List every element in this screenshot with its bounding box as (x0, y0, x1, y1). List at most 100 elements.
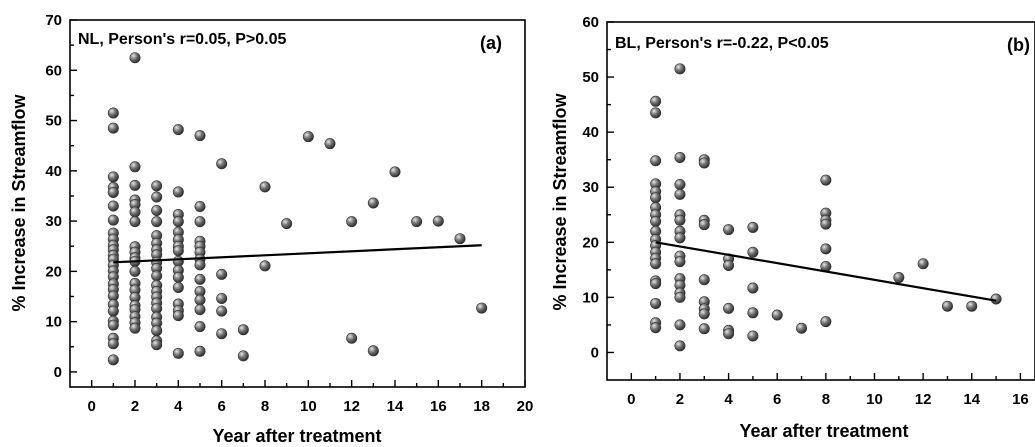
data-point-a-93 (194, 294, 206, 306)
plot-frame-b (606, 21, 1035, 381)
data-point-b-67 (941, 300, 953, 312)
data-point-a-66 (151, 339, 163, 351)
data-point-a-101 (216, 328, 228, 340)
data-point-a-45 (129, 322, 141, 334)
data-point-a-24 (107, 338, 119, 350)
y-tick-label-b-60: 60 (582, 14, 599, 31)
data-point-b-29 (674, 256, 686, 268)
data-point-a-48 (151, 205, 163, 217)
data-point-b-16 (650, 278, 662, 290)
data-point-b-33 (674, 291, 686, 303)
data-point-b-34 (674, 319, 686, 331)
data-point-b-45 (723, 224, 735, 236)
data-point-a-103 (237, 350, 249, 362)
x-tick-label-b-2: 2 (676, 391, 684, 408)
data-point-b-55 (747, 330, 759, 342)
data-point-a-22 (107, 319, 119, 331)
data-point-b-39 (698, 219, 710, 231)
chart-panel-b: 0 2 4 6 8 10 12 14 16 0 10 20 30 40 50 60 BL, Person's … (550, 14, 1035, 441)
data-point-a-94 (194, 304, 206, 316)
data-point-a-112 (367, 345, 379, 357)
data-point-b-0 (650, 95, 662, 107)
data-point-b-64 (820, 316, 832, 328)
y-tick-label-a-70: 70 (45, 12, 62, 29)
data-points-a (107, 52, 488, 366)
data-point-b-23 (674, 188, 686, 200)
data-point-b-48 (723, 302, 735, 314)
data-point-b-21 (674, 151, 686, 163)
data-point-a-104 (259, 181, 271, 193)
data-point-a-82 (172, 347, 184, 359)
data-point-a-68 (172, 186, 184, 198)
data-point-a-6 (107, 214, 119, 226)
data-point-a-78 (172, 281, 184, 293)
data-point-a-99 (216, 293, 228, 305)
x-tick-label-a-2: 2 (131, 398, 139, 415)
data-point-b-65 (893, 272, 905, 284)
data-point-a-25 (107, 354, 119, 366)
x-tick-label-a-20: 20 (517, 398, 534, 415)
fit-line-a (113, 244, 482, 264)
data-point-a-105 (259, 260, 271, 272)
x-axis-label-b: Year after treatment (739, 421, 908, 441)
data-point-b-61 (820, 218, 832, 230)
data-point-b-51 (747, 221, 759, 233)
data-point-b-5 (650, 192, 662, 204)
data-point-b-8 (650, 215, 662, 227)
data-point-a-56 (151, 270, 163, 282)
data-point-b-27 (674, 232, 686, 244)
data-point-a-70 (172, 216, 184, 228)
data-point-a-96 (194, 345, 206, 357)
x-tick-label-a-16: 16 (430, 398, 447, 415)
data-point-a-95 (194, 321, 206, 333)
axis-ticks-b: 0 2 4 6 8 10 12 14 16 0 10 20 30 40 50 60 (582, 14, 1028, 408)
data-point-b-2 (650, 155, 662, 167)
chart-title-a: NL, Person's r=0.05, P>0.05 (78, 31, 286, 48)
y-tick-label-b-40: 40 (582, 124, 599, 141)
data-point-a-37 (129, 265, 141, 277)
y-axis-label-a: % Increase in Streamflow (9, 93, 29, 311)
data-point-b-1 (650, 107, 662, 119)
x-tick-label-b-16: 16 (1012, 391, 1029, 408)
data-point-a-108 (324, 138, 336, 150)
data-point-a-116 (454, 233, 466, 245)
axis-ticks-a: 0 2 4 6 8 10 12 14 16 18 20 0 10 20 30 40 50 60 70 (45, 12, 533, 415)
data-point-b-57 (796, 322, 808, 334)
data-point-a-2 (107, 171, 119, 183)
data-point-a-32 (129, 216, 141, 228)
y-axis-label-b: % Increase in Streamflow (550, 92, 570, 310)
data-point-a-31 (129, 206, 141, 218)
y-tick-label-a-40: 40 (45, 163, 62, 180)
data-point-a-47 (151, 191, 163, 203)
data-point-a-83 (194, 130, 206, 142)
data-point-b-37 (698, 157, 710, 169)
x-tick-label-a-12: 12 (343, 398, 360, 415)
data-point-b-56 (771, 309, 783, 321)
data-point-a-64 (151, 325, 163, 337)
y-tick-label-b-30: 30 (582, 179, 599, 196)
data-point-a-20 (107, 305, 119, 317)
data-point-a-4 (107, 186, 119, 198)
data-point-a-85 (194, 216, 206, 228)
chart-title-b: BL, Person's r=-0.22, P<0.05 (615, 35, 829, 52)
data-point-a-98 (216, 268, 228, 280)
fit-line-b (655, 241, 997, 302)
x-tick-label-a-14: 14 (387, 398, 404, 415)
data-point-a-107 (302, 131, 314, 143)
x-tick-label-b-14: 14 (963, 391, 980, 408)
data-point-b-20 (674, 63, 686, 75)
y-tick-label-a-20: 20 (45, 263, 62, 280)
data-point-a-110 (346, 332, 358, 344)
data-point-a-77 (172, 271, 184, 283)
data-point-a-84 (194, 201, 206, 213)
x-tick-label-a-10: 10 (300, 398, 317, 415)
panel-label-a: (a) (480, 33, 502, 53)
y-tick-label-a-0: 0 (54, 364, 62, 381)
data-point-a-46 (151, 180, 163, 192)
data-point-a-115 (432, 215, 444, 227)
plot-frame-a (69, 19, 526, 388)
x-tick-label-a-4: 4 (174, 398, 183, 415)
y-tick-label-b-50: 50 (582, 69, 599, 86)
x-tick-label-a-6: 6 (217, 398, 225, 415)
data-point-a-5 (107, 200, 119, 212)
